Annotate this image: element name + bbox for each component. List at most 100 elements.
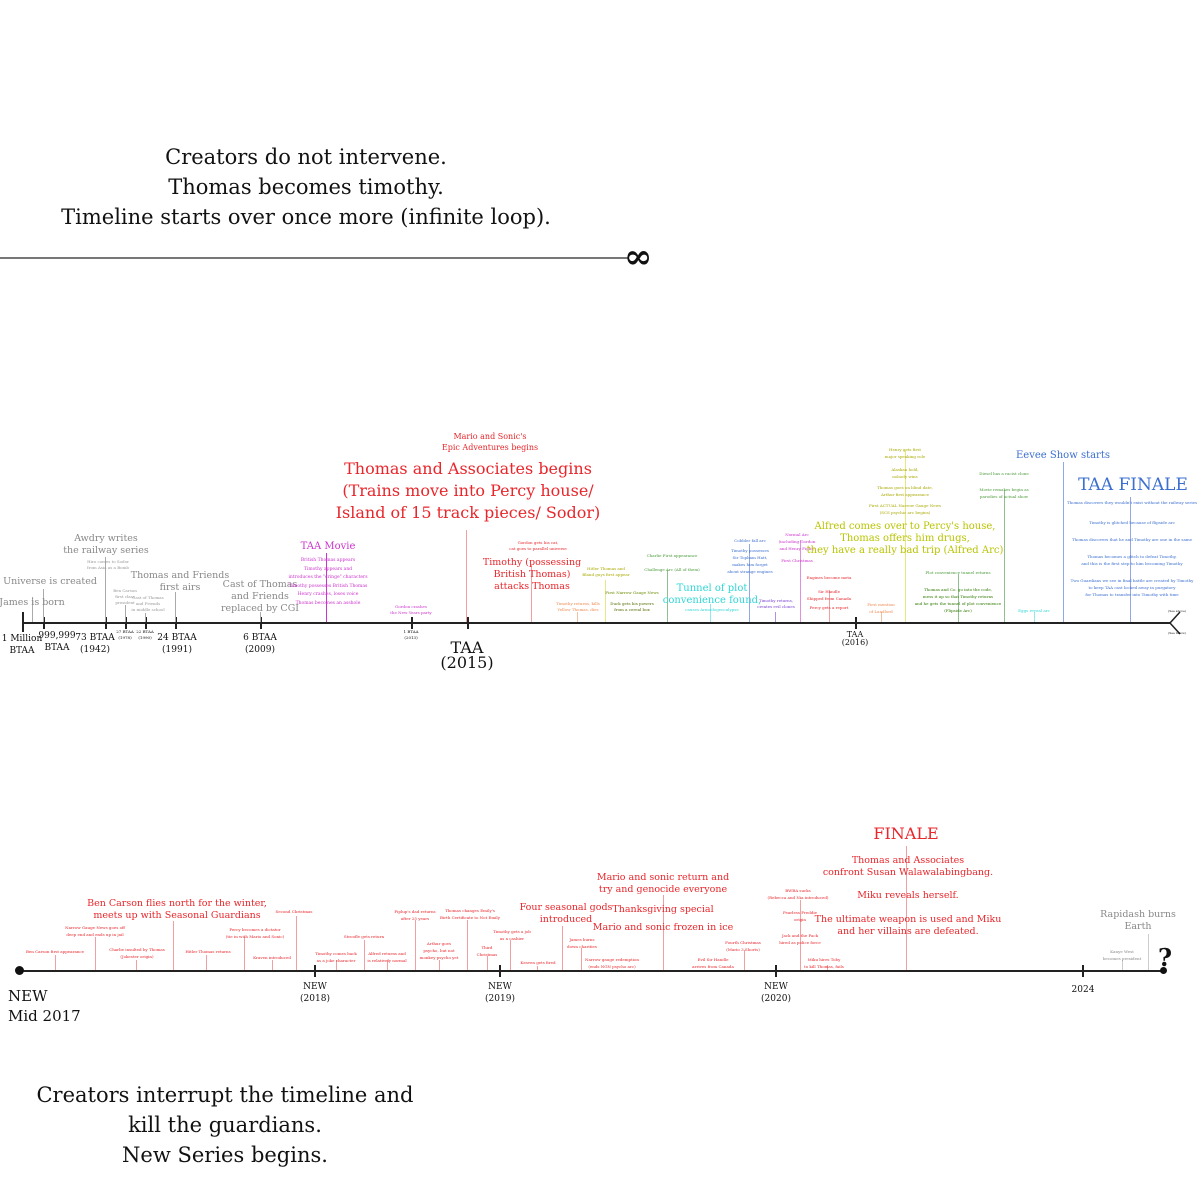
event-stem	[829, 590, 830, 622]
event-universe-created: Universe is created	[3, 576, 97, 587]
event-percy-dictator: Percy becomes a dictator (tie in with Ma…	[225, 927, 285, 939]
event-stem	[173, 921, 174, 970]
axis-tick	[145, 617, 147, 629]
event-duck-powers: Duck gets his powers from a cereal box	[610, 601, 654, 612]
axis-tick	[260, 617, 262, 629]
event-stem	[749, 544, 750, 622]
event-stem	[387, 960, 388, 970]
event-ngn-jail: Narrow Gauge News goes off deep end and …	[65, 925, 125, 937]
event-kraven-introduced: Kraven introduced	[253, 955, 291, 960]
event-thanksgiving: Thanksgiving special	[612, 904, 714, 915]
axis-label: 27 BTAA (1978)	[116, 629, 134, 640]
event-first-christmas: First Christmas	[781, 558, 813, 563]
event-tunnel-found: Tunnel of plot convenience found,	[662, 583, 762, 606]
axis-tick	[775, 965, 777, 977]
branch-label-below: (See below)	[1168, 631, 1186, 635]
loop-note-line: Thomas becomes timothy.	[168, 175, 444, 199]
event-second-christmas: Second Christmas	[275, 909, 313, 914]
event-stem	[466, 530, 467, 622]
event-stem	[32, 597, 33, 622]
event-kanye: Kanye West becomes president	[1102, 949, 1142, 961]
event-piplup-dad: Piplup's dad returns after 25 years	[394, 909, 436, 921]
axis-tick	[1082, 965, 1084, 977]
event-gordon-new-years: Gordon crashes the New Years party	[390, 604, 432, 615]
event-engines-meta: Engines become meta	[806, 575, 852, 580]
event-hitler-thomas: Hitler Thomas and Bland guys first appea…	[582, 566, 630, 577]
event-ultimate-weapon: The ultimate weapon is used and Miku and…	[814, 914, 1002, 937]
creators-note: Creators interrupt the timeline and kill…	[36, 1080, 602, 1170]
event-stem	[905, 450, 906, 622]
event-stem	[531, 565, 532, 622]
event-stem	[800, 540, 801, 622]
axis-label: 73 BTAA (1942)	[75, 633, 115, 655]
event-stem	[55, 955, 56, 970]
axis-label: 1 BTAA (2013)	[403, 629, 419, 640]
event-finale-glitch: Thomas becomes a glitch to defeat Timoth…	[1081, 554, 1183, 566]
event-eggs-reveal: Eggs reveal arc	[1018, 608, 1050, 613]
event-finale: FINALE	[873, 824, 939, 843]
axis-label: 22 BTAA (1990)	[136, 629, 154, 640]
event-taa-movie-details: British Thomas appears Timothy appears a…	[288, 558, 368, 606]
event-cobbler: Cobbler fall arc	[734, 538, 766, 543]
axis-label: NEW (2020)	[761, 982, 791, 1004]
branch-label-above: (See above)	[1168, 609, 1186, 613]
event-ng-redemption: Narrow gauge redemption (ends NGN psycho…	[585, 957, 639, 969]
event-fourth-christmas: Fourth Christmas (Mario 3 Shorts)	[725, 940, 761, 952]
event-stem	[1034, 612, 1035, 622]
event-evil-clones: Timothy returns, creates evil clones	[757, 598, 795, 609]
event-stem	[326, 553, 327, 622]
axis-label: 2024	[1071, 985, 1095, 995]
event-topham-hatt: Timothy possesses Sir Topham Hatt, makes…	[727, 548, 773, 574]
event-sir-handle: Sir Handle Shipped from Canada	[806, 589, 852, 601]
event-fearless-freddie: Fearless Freddie origin	[782, 910, 818, 922]
event-tnf-airs: Thomas and Friends first airs	[130, 570, 230, 593]
event-alaskan-hold: Alaskan hold, nobody wins	[891, 467, 919, 479]
event-stem	[537, 966, 538, 970]
event-normal-arc: Normal Arc (including Gordon and Henry F…	[778, 532, 816, 551]
event-armodogeocalypse: causes Armodogeocalypse	[685, 607, 739, 612]
loop-line	[0, 257, 628, 259]
loop-note: Creators do not intervene. Thomas become…	[61, 142, 796, 232]
event-finale-railway: Thomas discovers they wouldn't exist wit…	[1066, 500, 1198, 505]
event-eevee-show: Eevee Show starts	[1016, 450, 1110, 461]
event-stem	[415, 920, 416, 970]
creators-note-line: kill the guardians.	[128, 1113, 322, 1137]
axis-label: 24 BTAA (1991)	[157, 633, 197, 655]
event-stem	[710, 604, 711, 622]
infinity-icon: ∞	[624, 237, 653, 277]
event-stem	[581, 948, 582, 970]
event-hiro: Hiro comes to Sodor from Asia as a Bomb	[87, 559, 129, 570]
event-confront-susan: Thomas and Associates confront Susan Wal…	[822, 855, 994, 878]
event-stem	[775, 612, 776, 622]
loop-note-line: Creators do not intervene.	[165, 145, 447, 169]
event-stem	[958, 574, 959, 622]
event-stem	[487, 956, 488, 970]
event-charlie: Charlie First appearance	[646, 553, 698, 558]
event-stem	[1148, 934, 1149, 970]
event-hitler-returns: Hitler Thomas returns	[185, 949, 231, 954]
event-stem	[827, 965, 828, 970]
axis-label: 1 Million BTAA	[1, 634, 43, 656]
event-stem	[260, 612, 261, 622]
event-stem	[272, 960, 273, 970]
event-stem	[577, 612, 578, 622]
event-bwba: BWBA sucks (Rebecca and Nia introduced)	[767, 888, 829, 900]
event-arthur-psycho: Arthur goes psycho, but not monkey psych…	[419, 941, 459, 960]
event-stem	[510, 940, 511, 970]
event-emily-certificate: Thomas changes Emily's Birth Certificate…	[440, 908, 500, 920]
event-challenge-arc: Challenge Arc (All of them)	[644, 567, 700, 572]
event-stem	[206, 955, 207, 970]
event-stem	[364, 940, 365, 970]
event-mario-sonic-return: Mario and sonic return and try and genoc…	[596, 872, 730, 895]
event-percy-report: Percy gets a report	[809, 605, 849, 610]
event-awdry: Awdry writes the railway series	[63, 533, 149, 556]
event-stem	[336, 960, 337, 970]
event-third-christmas: Third Christmas	[476, 945, 498, 957]
event-stem	[175, 592, 176, 622]
branch-arrow-icon	[1168, 611, 1181, 635]
timeline-2-axis	[20, 970, 1165, 972]
axis-tick	[855, 617, 857, 629]
event-frozen-ice: Mario and sonic frozen in ice	[592, 922, 734, 933]
event-gordon-cat: Gordon gets his cat, cat goes to paralle…	[509, 540, 567, 551]
event-charlie-insulted: Charlie insulted by Thomas (Jokester ori…	[109, 947, 165, 959]
